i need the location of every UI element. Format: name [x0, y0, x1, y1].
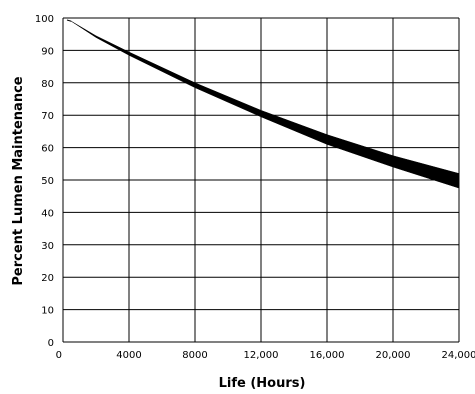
y-tick-label: 0 [48, 338, 54, 349]
x-tick-labels: 0 4000 8000 12,000 16,000 20,000 24,000 [56, 350, 475, 361]
y-tick-label: 90 [41, 46, 54, 57]
y-tick-label: 30 [41, 241, 54, 252]
y-tick-label: 100 [35, 14, 54, 25]
x-tick-label: 0 [56, 350, 62, 361]
y-tick-labels: 0 10 20 30 40 50 60 70 80 90 100 [35, 14, 54, 349]
x-tick-label: 20,000 [376, 350, 411, 361]
y-tick-label: 50 [41, 176, 54, 187]
lumen-band [71, 21, 460, 189]
x-tick-label: 12,000 [244, 350, 279, 361]
y-tick-label: 10 [41, 306, 54, 317]
x-tick-label: 16,000 [310, 350, 345, 361]
y-tick-label: 60 [41, 144, 54, 155]
y-tick-label: 80 [41, 79, 54, 90]
y-axis-label: Percent Lumen Maintenance [11, 76, 26, 285]
x-tick-label: 24,000 [442, 350, 475, 361]
y-tick-label: 70 [41, 111, 54, 122]
y-tick-label: 40 [41, 208, 54, 219]
x-tick-label: 4000 [116, 350, 141, 361]
band-layer [66, 19, 460, 189]
band-lead-line [66, 19, 72, 22]
x-axis-label: Life (Hours) [219, 376, 306, 391]
x-tick-label: 8000 [182, 350, 207, 361]
grid [62, 17, 460, 343]
y-tick-label: 20 [41, 273, 54, 284]
